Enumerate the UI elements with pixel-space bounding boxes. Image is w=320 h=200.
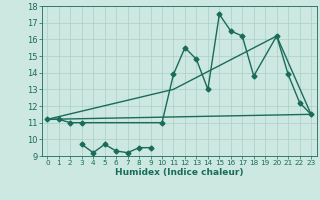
X-axis label: Humidex (Indice chaleur): Humidex (Indice chaleur) [115,168,244,177]
